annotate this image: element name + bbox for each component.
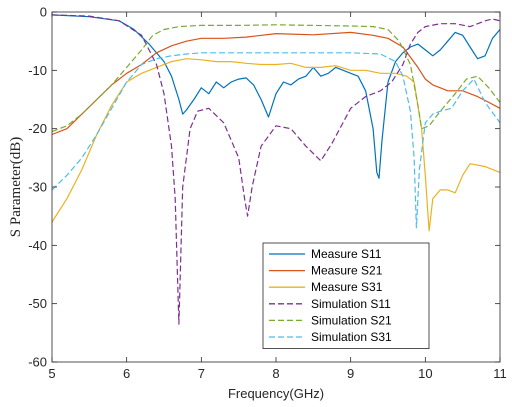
- series-line-simulation-s21: [51, 24, 501, 133]
- x-tick-label: 6: [123, 366, 130, 381]
- y-tick-label: -40: [28, 238, 47, 253]
- series-line-measure-s21: [51, 31, 501, 136]
- y-tick-label: -60: [28, 355, 47, 370]
- y-axis-title: S Parameter(dB): [8, 137, 24, 237]
- y-tick-label: -20: [28, 121, 47, 136]
- x-tick-label: 8: [272, 366, 279, 381]
- y-tick-label: -10: [28, 63, 47, 78]
- x-tick-label: 10: [418, 366, 432, 381]
- x-axis-title: Frequency(GHz): [228, 386, 324, 401]
- legend-entry-label: Simulation S31: [311, 330, 392, 344]
- legend: Measure S11 Measure S21 Measure S31 Simulat…: [262, 242, 430, 349]
- x-tick-label: 5: [48, 366, 55, 381]
- legend-entry-label: Simulation S11: [311, 297, 391, 311]
- x-tick-label: 11: [493, 366, 507, 381]
- y-tick-label: -50: [28, 296, 47, 311]
- series-line-measure-s11: [51, 14, 501, 179]
- legend-entry-label: Simulation S21: [311, 313, 392, 327]
- x-tick-label: 7: [198, 366, 205, 381]
- legend-box: [262, 242, 430, 349]
- ticks-layer: 5 6 7 8 9 10 11 0 -10 -20 -30 -40 -50 -60: [28, 5, 507, 382]
- y-tick-label: 0: [40, 5, 47, 20]
- series-line-measure-s31: [51, 58, 501, 232]
- x-tick-label: 9: [347, 366, 354, 381]
- legend-entry-label: Measure S31: [311, 280, 383, 294]
- series-line-simulation-s31: [51, 52, 501, 229]
- series-layer: [51, 14, 501, 325]
- y-tick-label: -30: [28, 180, 47, 195]
- legend-entry-label: Measure S11: [311, 247, 382, 261]
- legend-entry-label: Measure S21: [311, 264, 383, 278]
- series-line-simulation-s11: [51, 14, 501, 325]
